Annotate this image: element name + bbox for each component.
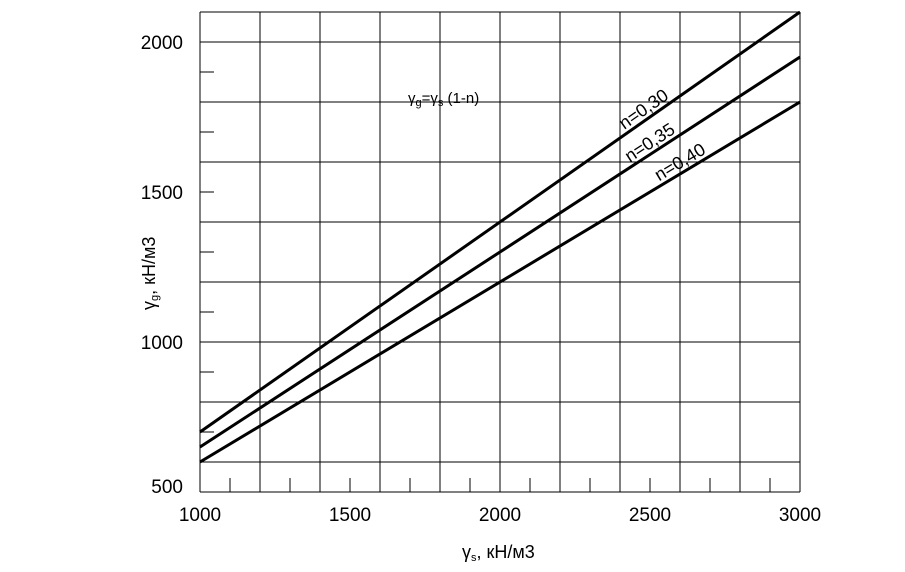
series-line: [199, 10, 801, 434]
y-axis-label: γg, кН/м3: [139, 237, 161, 310]
x-tick-label: 2000: [479, 505, 521, 526]
y-tick-label: 1000: [141, 333, 183, 354]
x-axis-label: γs, кН/м3: [462, 542, 535, 564]
series-line: [199, 55, 801, 449]
tick-labels: 1000 1500 2000 2500 3000 500 1000 1500 2000: [141, 33, 821, 526]
x-tick-label: 2500: [629, 505, 671, 526]
series-lines: [199, 10, 801, 464]
y-tick-label: 500: [151, 477, 183, 498]
series-labels: n=0,30n=0,35n=0,40: [615, 85, 709, 185]
x-tick-label: 3000: [779, 505, 821, 526]
x-tick-label: 1000: [179, 505, 221, 526]
x-tick-label: 1500: [329, 505, 371, 526]
series-line: [199, 100, 801, 464]
formula-annotation: γg=γs (1-n): [408, 90, 479, 109]
y-tick-label: 2000: [141, 33, 183, 54]
y-tick-label: 1500: [141, 183, 183, 204]
